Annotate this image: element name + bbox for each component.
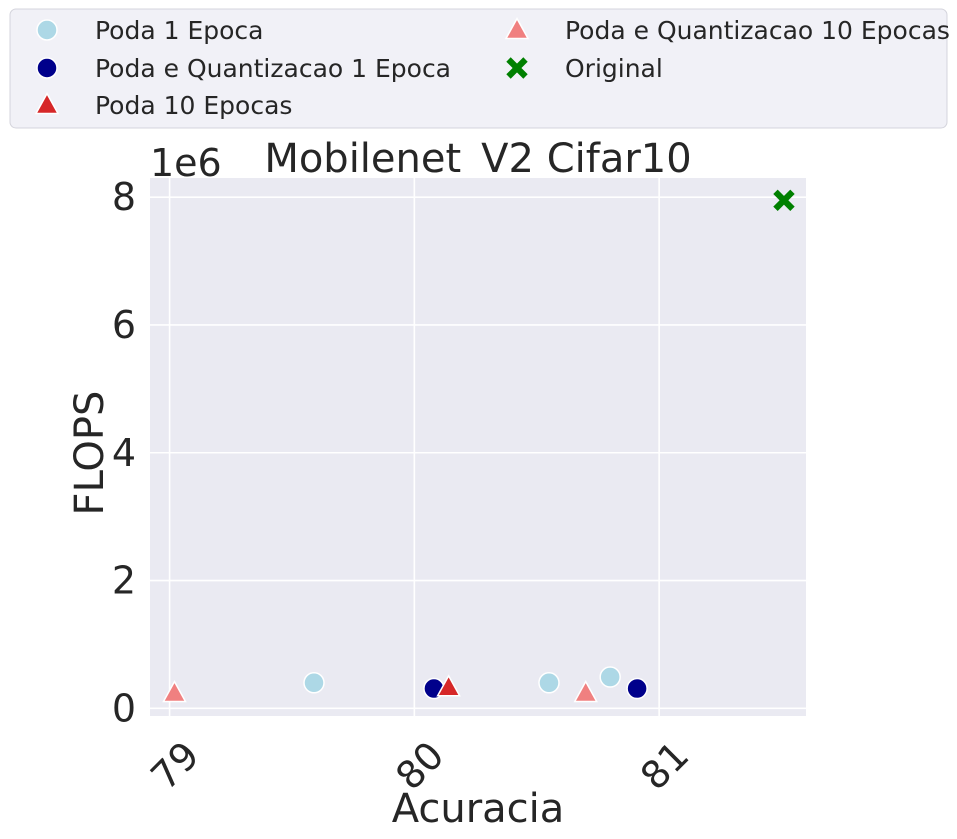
point-triangle-s2-0 xyxy=(436,674,461,697)
legend-marker-2 xyxy=(34,92,60,115)
point-circle-s0-2 xyxy=(599,666,621,688)
y-tick-label-1: 2 xyxy=(112,559,136,603)
x-axis-label: Acuracia xyxy=(392,786,565,832)
y-axis-label: FLOPS xyxy=(67,391,113,516)
grid-lines xyxy=(150,178,806,716)
point-triangle-s3-1 xyxy=(573,680,598,703)
x-tick-label-2: 81 xyxy=(632,733,697,798)
legend-items: Poda 1 Epoca Poda e Quantizacao 1 Epoca Po… xyxy=(34,16,950,120)
legend-label-4: Original xyxy=(565,54,663,83)
point-x-s4-0 xyxy=(773,189,795,212)
legend-frame xyxy=(9,8,948,129)
legend-label-0: Poda 1 Epoca xyxy=(95,16,264,45)
legend-marker-0 xyxy=(36,19,58,41)
y-tick-label-0: 0 xyxy=(112,686,136,730)
point-triangle-s3-0 xyxy=(162,680,187,703)
legend: Poda 1 Epoca Poda e Quantizacao 1 Epoca Po… xyxy=(9,8,950,129)
y-tick-label-4: 8 xyxy=(112,175,136,219)
x-tick-label-0: 79 xyxy=(142,733,207,798)
legend-label-2: Poda 10 Epocas xyxy=(95,91,292,120)
plot-area xyxy=(150,178,806,716)
point-circle-s0-1 xyxy=(538,672,560,694)
point-circle-s1-1 xyxy=(626,677,648,700)
legend-label-3: Poda e Quantizacao 10 Epocas xyxy=(565,16,950,45)
legend-label-1: Poda e Quantizacao 1 Epoca xyxy=(95,54,451,83)
y-offset-label: 1e6 xyxy=(150,141,222,185)
point-circle-s0-0 xyxy=(303,672,325,694)
legend-marker-1 xyxy=(36,57,58,79)
y-tick-label-3: 6 xyxy=(112,303,136,347)
legend-marker-4 xyxy=(506,57,528,79)
data-points xyxy=(162,189,795,703)
legend-marker-3 xyxy=(504,17,530,40)
chart-title: Mobilenet_V2 Cifar10 xyxy=(264,136,691,182)
y-tick-label-2: 4 xyxy=(112,431,136,475)
